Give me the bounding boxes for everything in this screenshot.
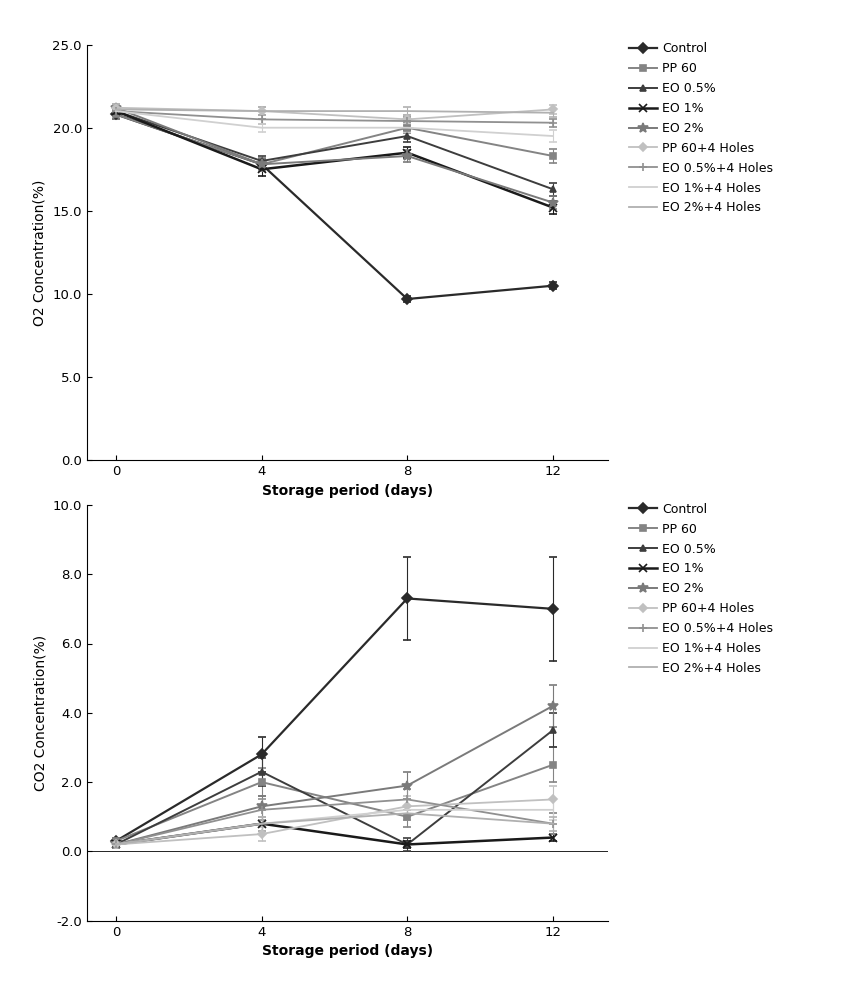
- Y-axis label: O2 Concentration(%): O2 Concentration(%): [33, 179, 47, 326]
- Legend: Control, PP 60, EO 0.5%, EO 1%, EO 2%, PP 60+4 Holes, EO 0.5%+4 Holes, EO 1%+4 H: Control, PP 60, EO 0.5%, EO 1%, EO 2%, P…: [629, 43, 773, 215]
- Legend: Control, PP 60, EO 0.5%, EO 1%, EO 2%, PP 60+4 Holes, EO 0.5%+4 Holes, EO 1%+4 H: Control, PP 60, EO 0.5%, EO 1%, EO 2%, P…: [629, 503, 773, 675]
- X-axis label: Storage period (days): Storage period (days): [261, 484, 433, 498]
- Y-axis label: CO2 Concentration(%): CO2 Concentration(%): [33, 635, 47, 791]
- X-axis label: Storage period (days): Storage period (days): [261, 944, 433, 958]
